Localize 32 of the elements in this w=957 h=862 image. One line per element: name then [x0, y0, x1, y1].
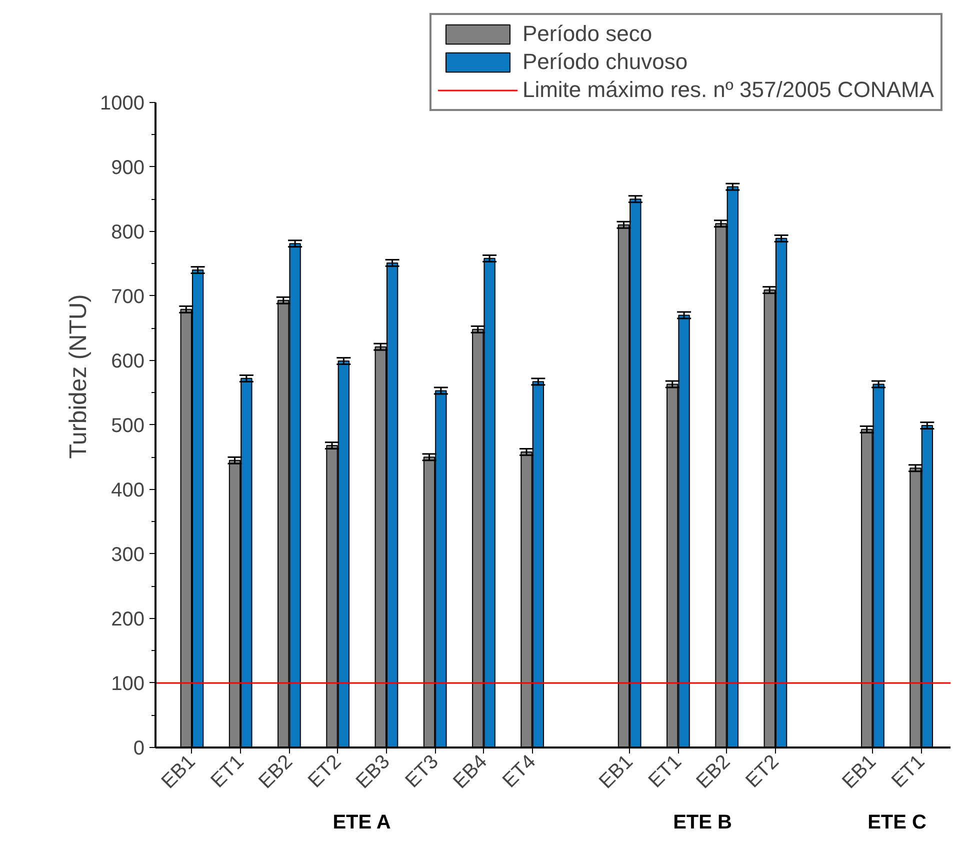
y-tick-label: 300	[111, 544, 145, 566]
x-tick-label: EB1	[838, 750, 880, 793]
y-tick-label: 200	[111, 608, 145, 630]
y-tick-label: 500	[111, 414, 145, 437]
text: ETE C	[868, 812, 926, 834]
y-tick-label: 600	[111, 350, 145, 372]
y-tick-label: 800	[111, 221, 145, 244]
x-tick-label: EB2	[254, 750, 297, 793]
x-tick-label: EB4	[449, 750, 492, 793]
y-tick-label: 1000	[100, 92, 145, 114]
y-tick-label: 900	[111, 156, 145, 179]
x-tick-label: EB1	[595, 750, 638, 793]
text: ETE B	[673, 812, 732, 834]
y-tick-label: 100	[111, 672, 145, 695]
y-axis-title: Turbidez (NTU)	[65, 294, 92, 459]
y-tick-label: 400	[111, 479, 145, 502]
x-tick-label: ET2	[742, 750, 784, 792]
x-tick-label: ET1	[888, 750, 930, 792]
x-tick-label: ET3	[401, 750, 443, 792]
text: ETE A	[332, 812, 391, 834]
legend-label: Período chuvoso	[522, 49, 688, 75]
y-tick-label: 700	[111, 286, 145, 308]
legend-label: Limite máximo res. nº 357/2005 CONAMA	[522, 77, 934, 103]
x-tick-label: EB2	[692, 750, 735, 793]
x-tick-label: ET1	[206, 750, 248, 792]
x-tick-label: ET1	[644, 750, 686, 792]
x-tick-label: ET4	[498, 750, 540, 792]
y-tick-label: 0	[133, 738, 144, 760]
x-tick-label: EB1	[157, 750, 200, 793]
x-tick-label: ET2	[304, 750, 346, 792]
legend-label: Período seco	[522, 21, 652, 47]
x-tick-label: EB3	[352, 750, 394, 793]
